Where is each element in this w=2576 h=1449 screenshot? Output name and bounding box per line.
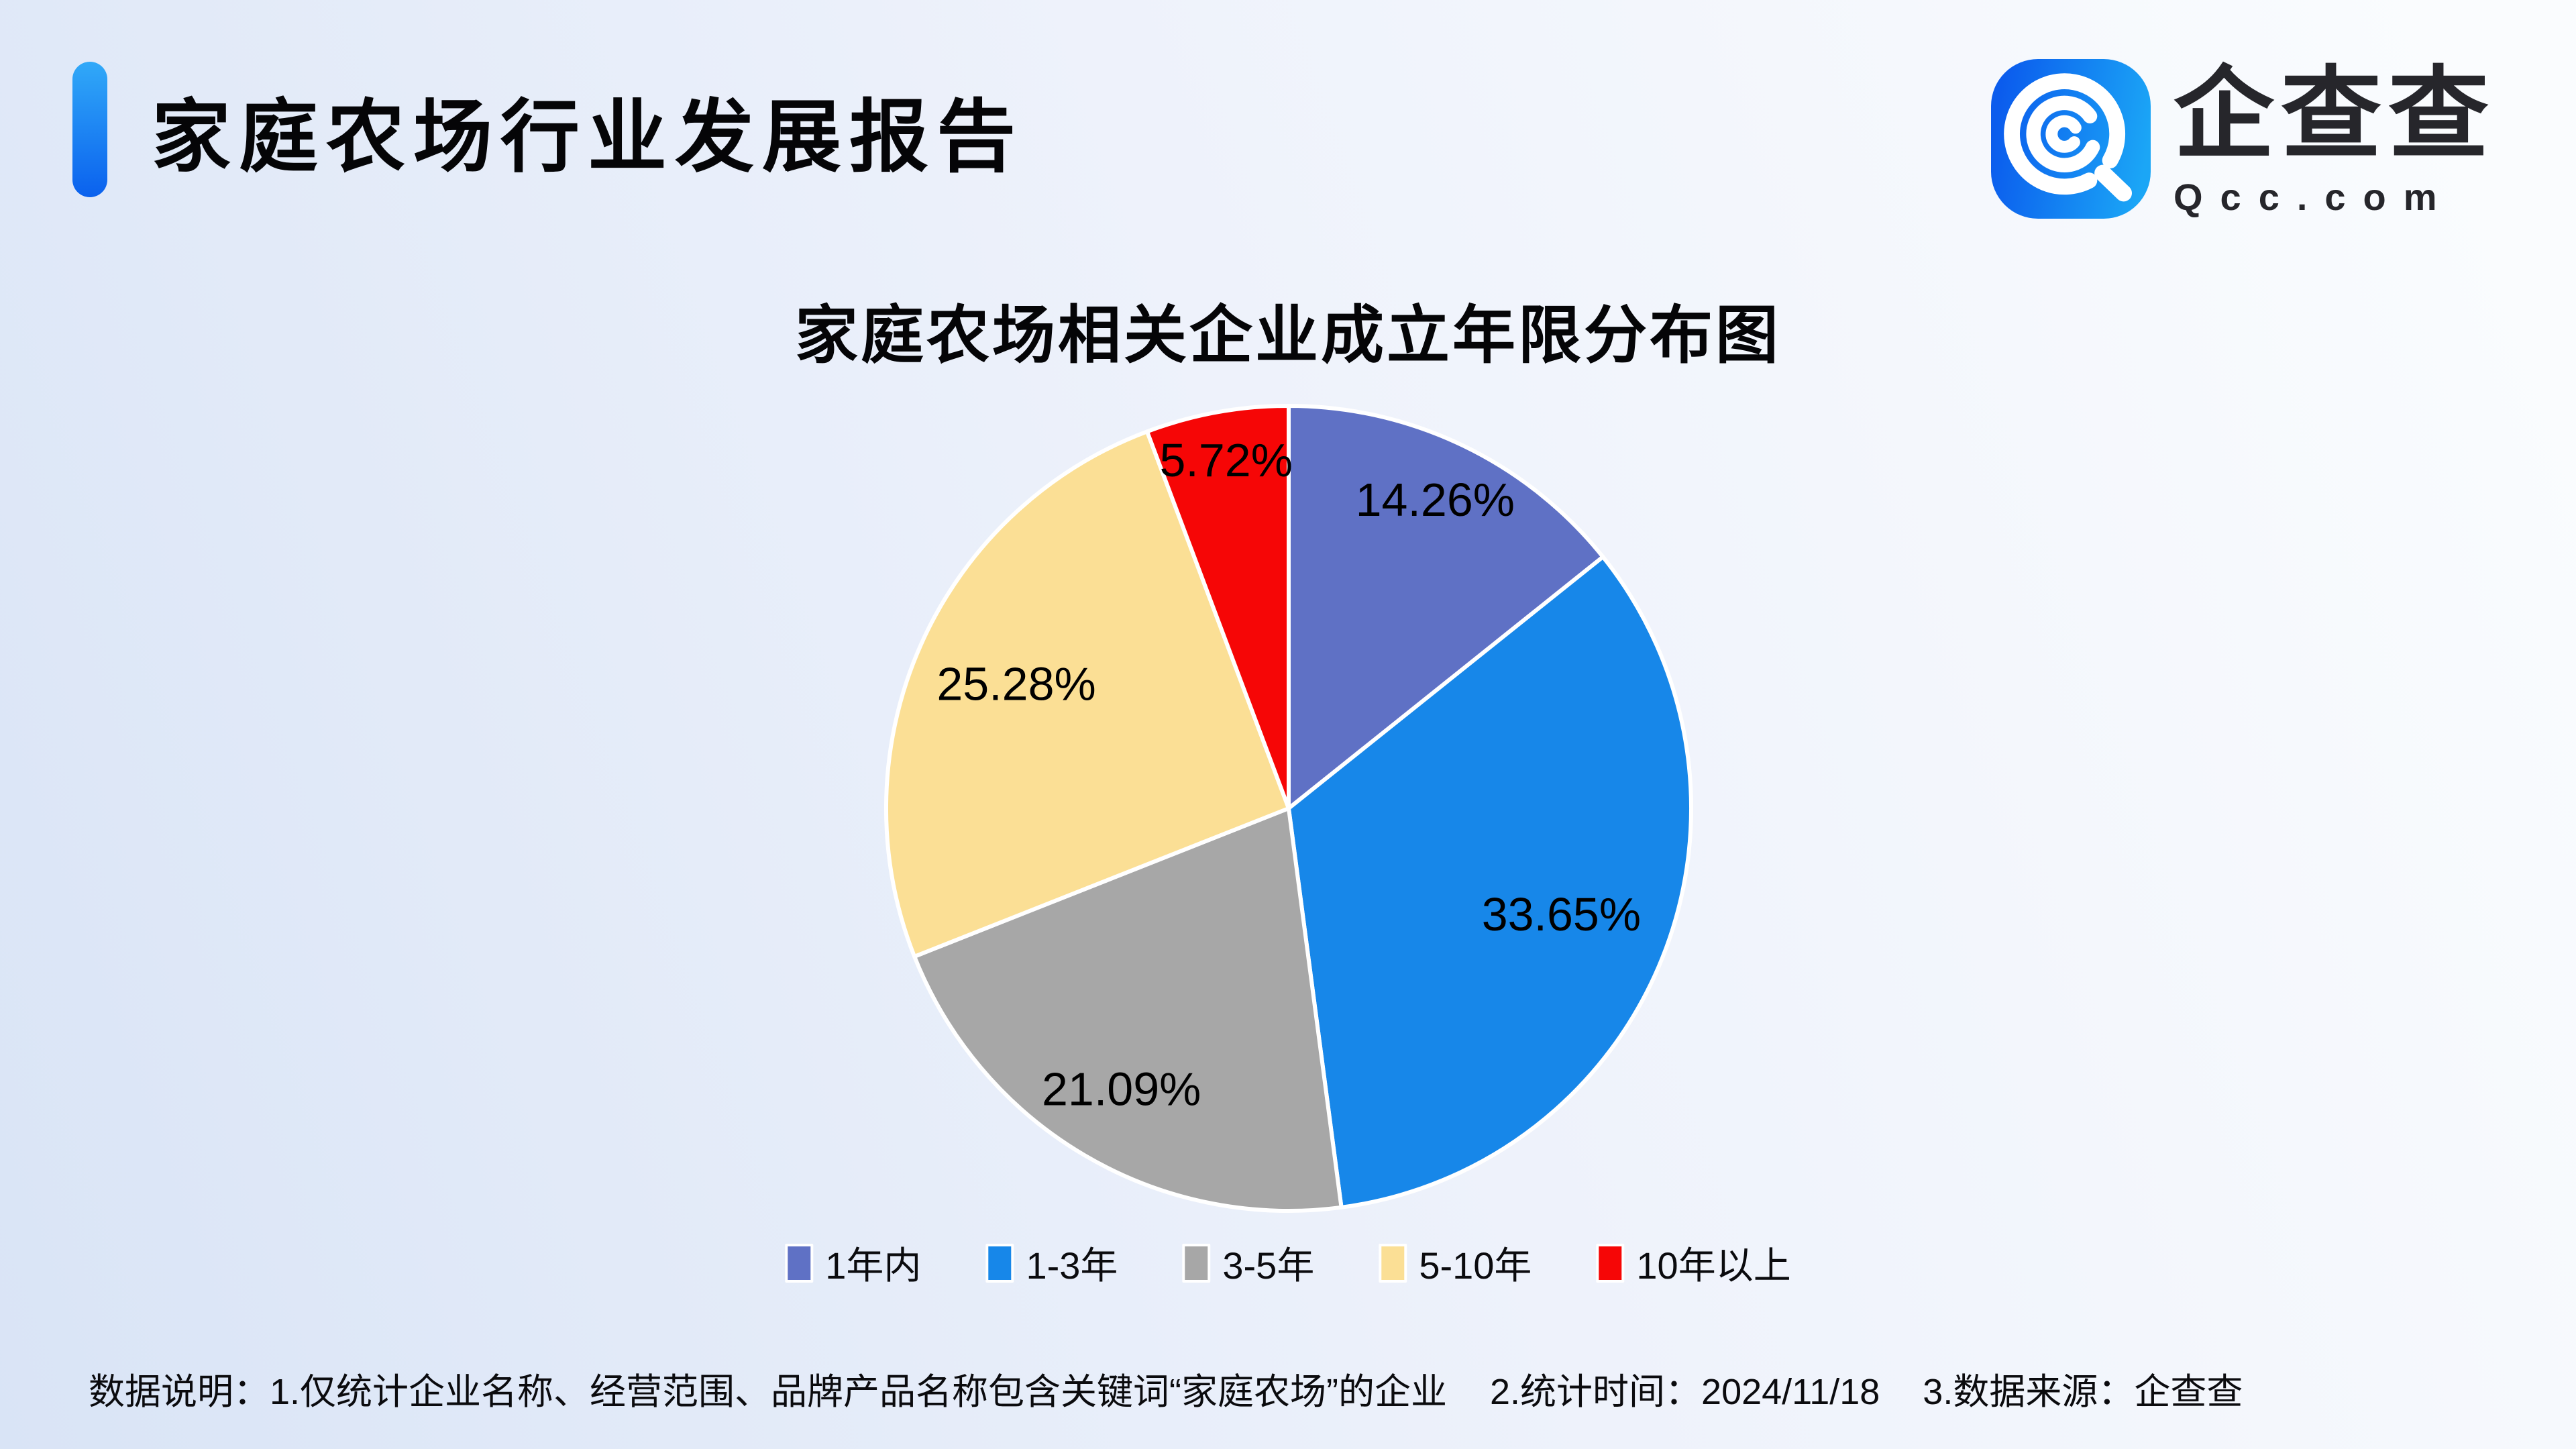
legend-item-2: 3-5年 bbox=[1182, 1236, 1314, 1290]
pie-label-1: 33.65% bbox=[1482, 888, 1641, 941]
pie-label-2: 21.09% bbox=[1042, 1063, 1201, 1116]
qcc-logo-name: 企查查 bbox=[2174, 59, 2496, 170]
header: 家庭农场行业发展报告 bbox=[72, 62, 1024, 197]
footer-data-notes: 数据说明： 1.仅统计企业名称、经营范围、品牌产品名称包含关键词“家庭农场”的企… bbox=[89, 1362, 2243, 1415]
legend-item-1: 1-3年 bbox=[985, 1236, 1118, 1290]
qcc-logo: 企查查 Qcc.com bbox=[1991, 59, 2496, 219]
legend-label-4: 10年以上 bbox=[1636, 1244, 1791, 1287]
qcc-logo-icon bbox=[1991, 59, 2151, 219]
chart-legend: 1年内 1-3年 3-5年 5-10年 10年以上 bbox=[785, 1236, 1791, 1290]
title-accent-bar bbox=[72, 62, 107, 197]
legend-label-3: 5-10年 bbox=[1419, 1244, 1532, 1287]
legend-label-2: 3-5年 bbox=[1222, 1244, 1315, 1287]
qcc-logo-char-1: 查 bbox=[2281, 58, 2389, 170]
qcc-logo-domain: Qcc.com bbox=[2174, 176, 2455, 218]
qcc-logo-char-0: 企 bbox=[2174, 58, 2282, 170]
pie-label-0: 14.26% bbox=[1356, 474, 1515, 526]
pie-chart: 14.26% 33.65% 21.09% 25.28% 5.72% bbox=[873, 392, 1705, 1224]
legend-swatch-3 bbox=[1379, 1243, 1407, 1283]
pie-label-4: 5.72% bbox=[1159, 434, 1292, 486]
footer-note-scope: 1.仅统计企业名称、经营范围、品牌产品名称包含关键词“家庭农场”的企业 bbox=[270, 1372, 1447, 1412]
pie-chart-svg: 14.26% 33.65% 21.09% 25.28% 5.72% bbox=[883, 404, 1694, 1213]
legend-swatch-0 bbox=[785, 1243, 814, 1283]
magnifier-spiral-icon bbox=[2004, 73, 2133, 202]
legend-swatch-1 bbox=[985, 1243, 1014, 1283]
qcc-logo-char-2: 查 bbox=[2388, 58, 2496, 170]
legend-item-3: 5-10年 bbox=[1379, 1236, 1532, 1290]
legend-item-4: 10年以上 bbox=[1596, 1236, 1791, 1290]
pie-label-3: 25.28% bbox=[936, 658, 1095, 710]
page-title: 家庭农场行业发展报告 bbox=[152, 93, 1024, 182]
legend-swatch-4 bbox=[1596, 1243, 1625, 1283]
pie-slice-1 bbox=[1287, 555, 1694, 1210]
footer-note-date: 2.统计时间：2024/11/18 bbox=[1490, 1372, 1880, 1412]
legend-label-1: 1-3年 bbox=[1026, 1244, 1118, 1287]
pie-slice-0 bbox=[1287, 404, 1605, 810]
footer-note-source: 3.数据来源：企查查 bbox=[1923, 1372, 2243, 1412]
pie-slice-4 bbox=[1145, 404, 1291, 810]
pie-slice-2 bbox=[912, 806, 1344, 1213]
pie-slice-3 bbox=[883, 429, 1291, 959]
legend-item-0: 1年内 bbox=[785, 1236, 921, 1290]
footer-prefix: 数据说明： bbox=[89, 1372, 270, 1412]
chart-title: 家庭农场相关企业成立年限分布图 bbox=[794, 300, 1782, 370]
qcc-logo-text: 企查查 Qcc.com bbox=[2174, 59, 2496, 219]
legend-label-0: 1年内 bbox=[825, 1244, 922, 1287]
legend-swatch-2 bbox=[1182, 1243, 1211, 1283]
